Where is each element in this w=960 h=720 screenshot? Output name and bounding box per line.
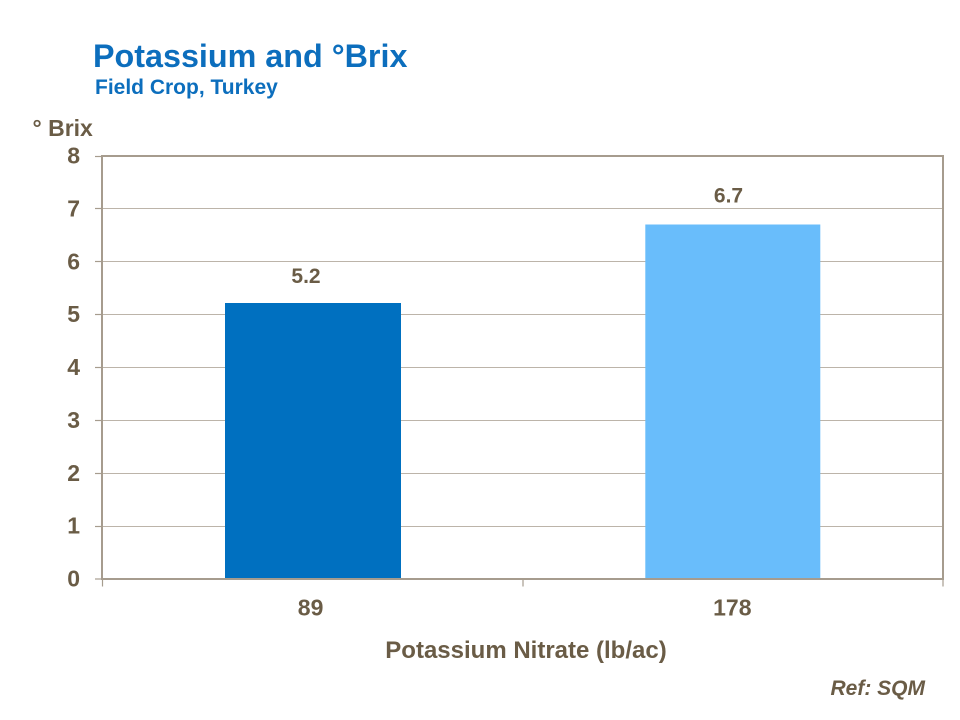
svg-text:Field Crop, Turkey: Field Crop, Turkey bbox=[95, 76, 278, 99]
svg-text:4: 4 bbox=[67, 354, 80, 380]
svg-text:7: 7 bbox=[67, 195, 80, 221]
svg-text:5.2: 5.2 bbox=[291, 265, 320, 288]
svg-text:0: 0 bbox=[67, 566, 80, 592]
svg-text:Ref: SQM: Ref: SQM bbox=[831, 677, 926, 700]
svg-text:Potassium and °Brix: Potassium and °Brix bbox=[93, 38, 407, 74]
svg-text:1: 1 bbox=[67, 513, 80, 539]
svg-text:Potassium Nitrate (lb/ac): Potassium Nitrate (lb/ac) bbox=[385, 637, 666, 664]
svg-text:89: 89 bbox=[298, 595, 324, 621]
svg-text:178: 178 bbox=[713, 595, 752, 621]
svg-text:8: 8 bbox=[67, 143, 80, 169]
svg-text:5: 5 bbox=[67, 301, 80, 327]
svg-text:3: 3 bbox=[67, 407, 80, 433]
svg-text:6.7: 6.7 bbox=[714, 184, 743, 207]
svg-text:6: 6 bbox=[67, 248, 80, 274]
svg-text:2: 2 bbox=[67, 460, 80, 486]
svg-text:° Brix: ° Brix bbox=[33, 115, 94, 141]
